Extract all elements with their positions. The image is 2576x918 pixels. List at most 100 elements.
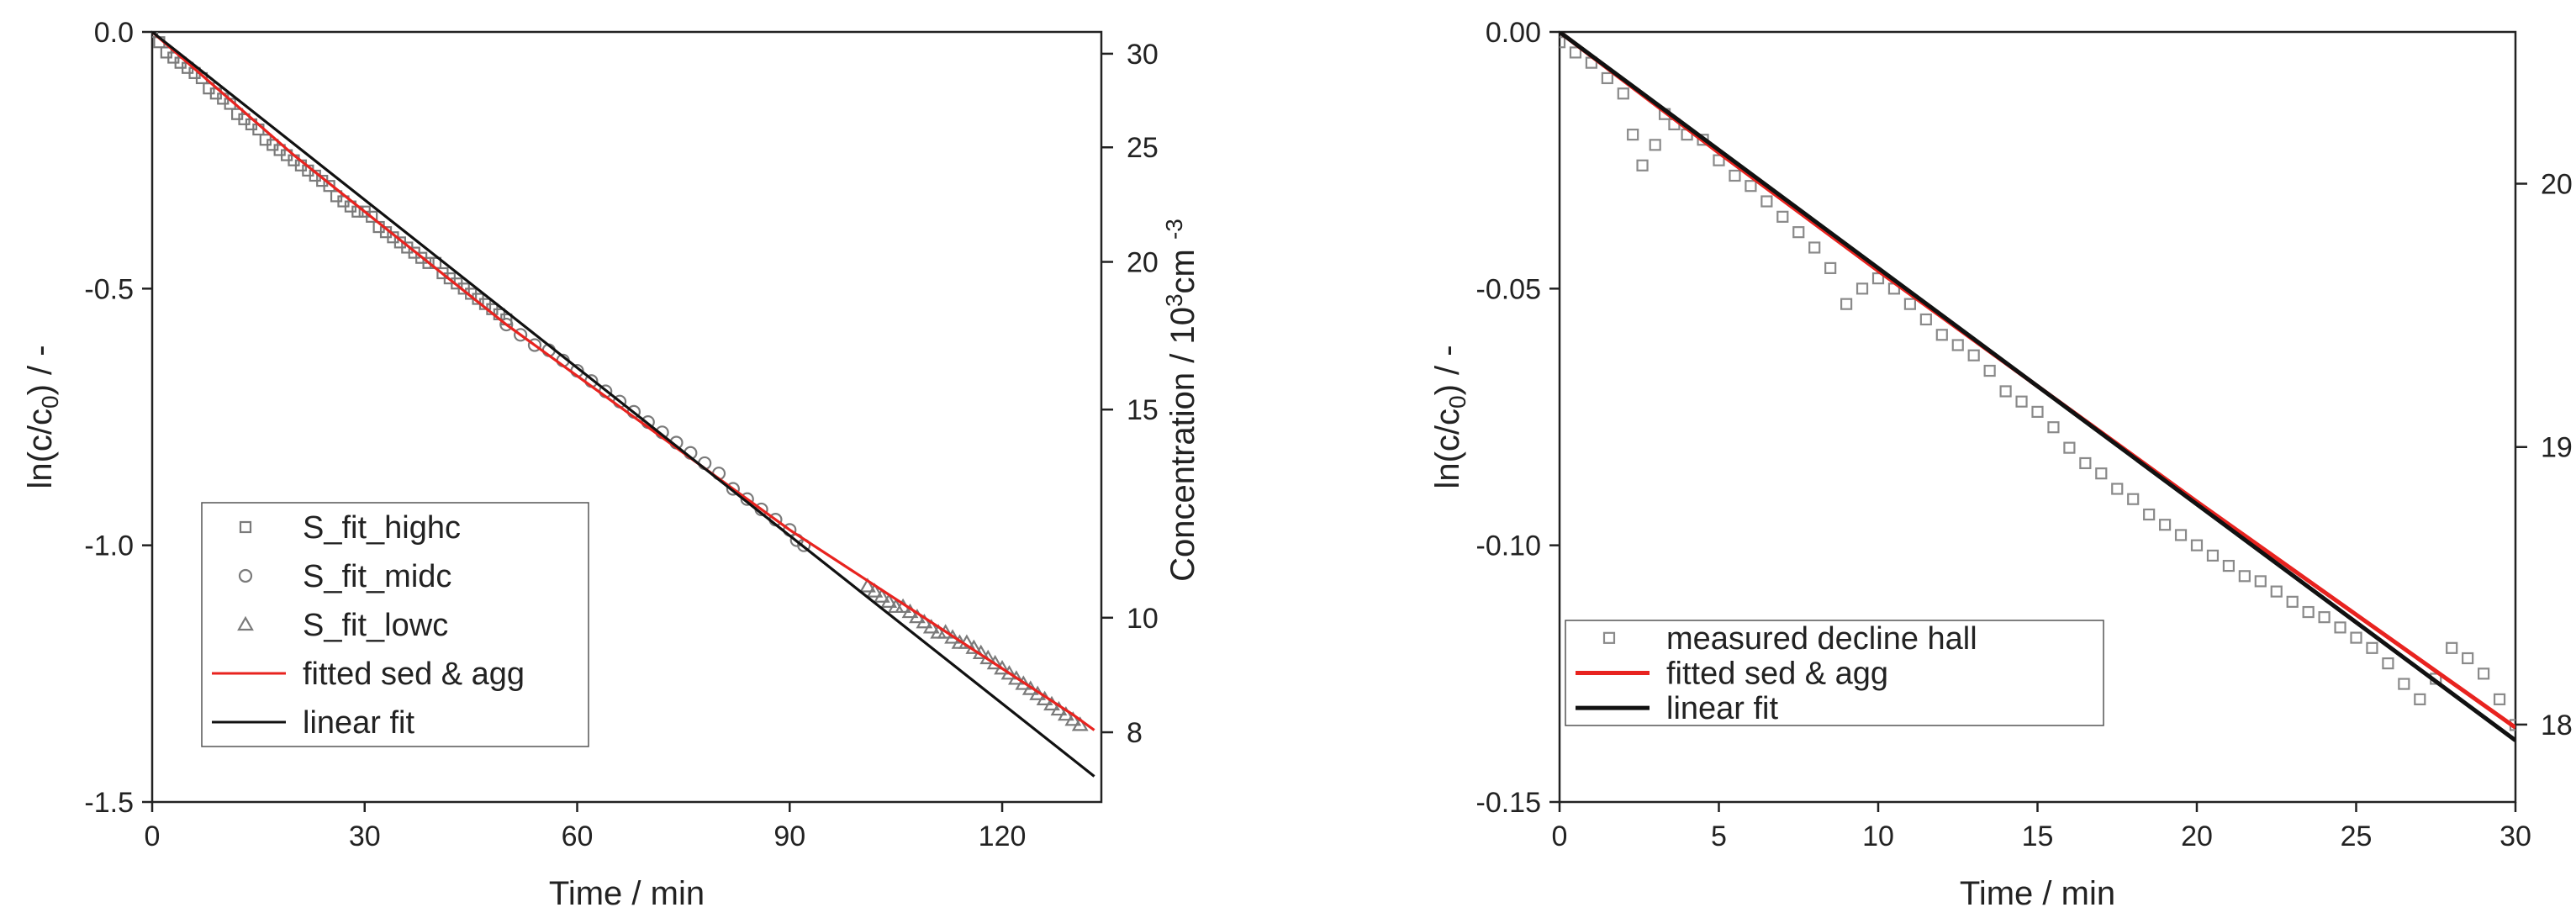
data-point — [1569, 46, 1582, 59]
data-point — [2398, 678, 2410, 690]
x-tick-label: 0 — [1552, 820, 1568, 852]
data-point — [2350, 631, 2362, 644]
data-point — [1871, 272, 1885, 285]
x-tick-label: 5 — [1711, 820, 1727, 852]
y2-tick-label: 25 — [1127, 132, 1159, 164]
legend-label: S_fit_lowc — [303, 608, 448, 643]
y2-tick-label: 8 — [1127, 717, 1143, 749]
data-point — [1000, 665, 1018, 680]
data-point — [2238, 570, 2251, 583]
series-s-fit-lowc — [859, 578, 1089, 731]
y-tick-label: 0.0 — [94, 17, 134, 49]
data-point — [2127, 493, 2140, 505]
y2-tick-label: 15 — [1127, 394, 1159, 426]
y2-tick-label: 10 — [1127, 603, 1159, 635]
data-point — [2222, 559, 2235, 572]
data-point — [422, 256, 435, 269]
legend-label: S_fit_highc — [303, 510, 461, 546]
data-point — [937, 624, 954, 639]
x-axis-title: Time / min — [549, 875, 705, 912]
data-point — [1627, 129, 1639, 141]
data-point — [1967, 349, 1980, 361]
data-point — [1983, 364, 1996, 377]
y2-tick-label: 20 — [2541, 169, 2573, 201]
data-point — [2334, 621, 2346, 634]
data-point — [2493, 693, 2506, 705]
legend-label: linear fit — [303, 705, 414, 741]
data-point — [1560, 36, 1566, 49]
data-point — [1792, 226, 1805, 239]
data-point — [1935, 329, 1948, 341]
data-point — [1776, 210, 1789, 223]
legend-marker — [1602, 631, 1616, 644]
data-point — [1999, 385, 2012, 398]
data-point — [2111, 483, 2124, 495]
data-point — [2031, 405, 2044, 418]
series-line-fitted-sed-agg — [152, 32, 1095, 731]
y-tick-label: -0.05 — [1476, 273, 1542, 305]
legend-label: fitted sed & agg — [303, 657, 525, 692]
data-point — [2462, 652, 2474, 665]
data-point — [2159, 519, 2172, 531]
data-point — [2286, 595, 2299, 608]
data-point — [1760, 195, 1773, 208]
data-point — [527, 338, 542, 352]
y2-tick-label: 19 — [2541, 432, 2573, 464]
legend-marker — [238, 568, 253, 583]
data-point — [2302, 605, 2315, 619]
legend-marker — [239, 520, 252, 534]
data-layer — [1560, 32, 2515, 742]
data-point — [366, 210, 378, 223]
legend-box — [1565, 620, 2104, 726]
data-point — [2095, 467, 2108, 480]
data-point — [2079, 456, 2092, 470]
data-point — [2366, 641, 2378, 654]
data-point — [1729, 169, 1741, 182]
x-tick-label: 0 — [145, 820, 161, 852]
data-point — [2382, 657, 2394, 670]
data-point — [1064, 711, 1082, 726]
x-tick-label: 90 — [773, 820, 805, 852]
data-point — [2047, 421, 2060, 434]
x-tick-label: 30 — [2499, 820, 2531, 852]
series-line-linear-fit — [1560, 32, 2515, 742]
data-point — [1617, 87, 1629, 100]
data-point — [1649, 139, 1661, 151]
data-point — [1008, 670, 1025, 685]
data-layer — [152, 32, 1095, 778]
legend-label: fitted sed & agg — [1666, 657, 1888, 692]
legend-box — [201, 502, 589, 747]
data-point — [1903, 298, 1916, 310]
y2-tick-label: 18 — [2541, 710, 2573, 741]
data-point — [1745, 180, 1757, 193]
y-tick-label: -1.0 — [84, 530, 134, 562]
x-tick-label: 15 — [2022, 820, 2054, 852]
data-point — [726, 482, 740, 496]
data-point — [859, 578, 876, 593]
data-point — [2190, 539, 2204, 551]
legend-label: linear fit — [1666, 691, 1778, 726]
data-point — [1951, 339, 1964, 351]
data-point — [499, 317, 514, 332]
data-point — [2015, 395, 2028, 408]
y-axis-title: ln(c/c0) / - — [1429, 345, 1470, 488]
x-tick-label: 60 — [562, 820, 594, 852]
data-point — [2143, 508, 2156, 521]
y-tick-label: -0.5 — [84, 273, 134, 305]
data-point — [873, 588, 890, 603]
x-tick-label: 25 — [2341, 820, 2373, 852]
y-tick-label: -0.10 — [1476, 530, 1542, 562]
data-point — [922, 619, 940, 634]
chart-right: 0 5 10 15 20 25 30 0.00 -0.05 -0.10 -0.15 20 19 18 Tim… — [1429, 17, 2576, 912]
data-point — [1824, 261, 1837, 275]
y2-tick-label: 30 — [1127, 39, 1159, 71]
y-tick-label: -1.5 — [84, 787, 134, 819]
y-tick-label: -0.15 — [1476, 787, 1542, 819]
data-point — [1919, 313, 1932, 326]
data-point — [880, 593, 898, 608]
data-point — [2414, 693, 2426, 705]
data-point — [1601, 71, 1613, 85]
y-tick-label: 0.00 — [1486, 17, 1541, 49]
